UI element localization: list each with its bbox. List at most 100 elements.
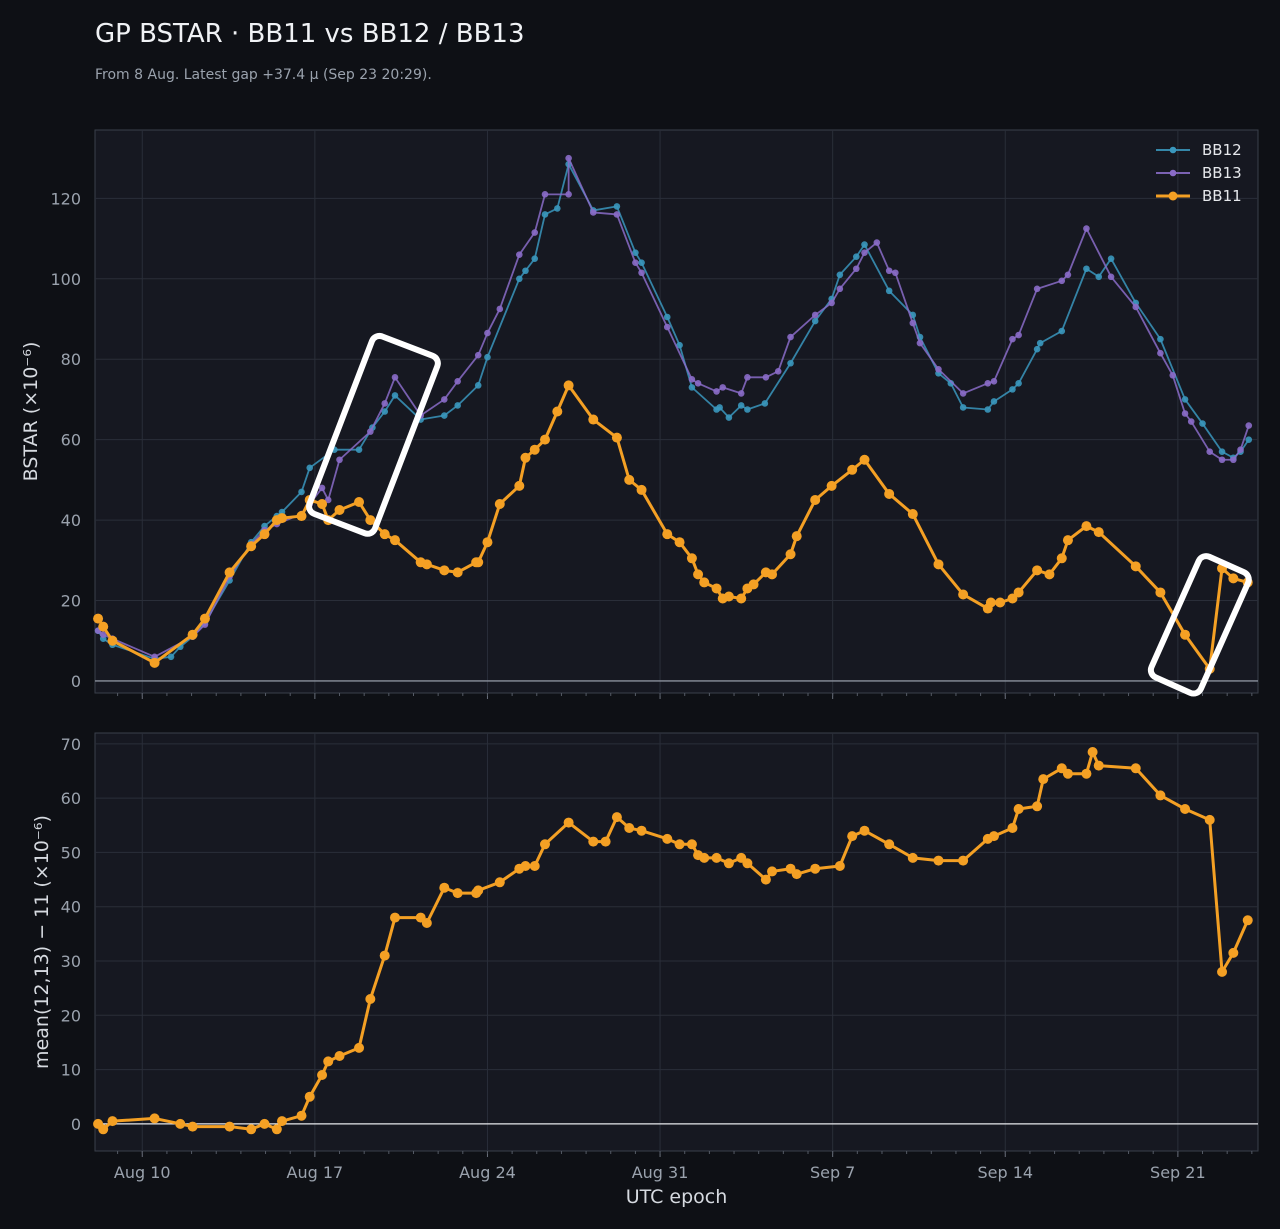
highlight-box (1147, 553, 1252, 697)
gap-series-point (933, 855, 944, 866)
bb11-series-point (93, 613, 104, 624)
gap-series-point (539, 839, 550, 850)
x-tick-label: Sep 7 (810, 1163, 855, 1182)
bb13-series-point (1230, 456, 1237, 464)
gap-series-point (354, 1042, 365, 1053)
bb12-series-point (1033, 345, 1041, 353)
x-tick-label: Aug 31 (632, 1163, 689, 1182)
bb12-series-point (787, 359, 794, 367)
bb13-series-point (762, 374, 770, 381)
bb13-series-point (454, 378, 461, 385)
bb13-series-point (828, 299, 835, 307)
page-title: GP BSTAR · BB11 vs BB12 / BB13 (95, 19, 525, 49)
bb11-series-point (317, 498, 328, 509)
gap-series-point (389, 912, 400, 923)
bb12-series-point (306, 464, 314, 472)
bb11-series-point (1130, 561, 1141, 572)
bb11-series-point (711, 583, 722, 594)
bb13-series-point (1245, 422, 1253, 429)
legend-label: BB13 (1202, 164, 1242, 182)
bb11-series-point (985, 597, 996, 608)
bb12-series-point (381, 408, 389, 415)
gap-series-point (98, 1124, 109, 1135)
bb11-series-point (494, 498, 505, 509)
legend-label: BB12 (1202, 141, 1242, 159)
gap-series-point (810, 863, 821, 874)
y-tick-label: 0 (71, 672, 81, 691)
gap-series-point (1130, 763, 1141, 774)
bb11-series-point (514, 480, 525, 491)
bb11-series-point (662, 529, 673, 540)
bb11-series-point (884, 488, 895, 499)
bb12-series-point (885, 287, 893, 295)
bb13-series-point (1237, 446, 1244, 454)
bb13-series-point (318, 484, 326, 492)
bb12-series-point (632, 249, 639, 256)
bb11-series-point (767, 569, 778, 580)
bb13-series-point (391, 374, 399, 381)
gap-series-point (611, 812, 622, 823)
gap-series-point (711, 852, 722, 863)
gap-series-point (834, 861, 845, 871)
bb13-series-point (638, 269, 645, 277)
bb13-series-point (1107, 273, 1115, 281)
gap-series-point (276, 1116, 287, 1127)
x-tick-label: Sep 14 (977, 1163, 1033, 1182)
bb13-series-point (737, 390, 745, 397)
bb11-series-point (259, 529, 270, 540)
bb13-series-point (811, 311, 819, 319)
gap-series-point (723, 858, 734, 869)
bb13-series-point (873, 239, 881, 246)
bb13-series-point (484, 329, 491, 337)
bb11-series-point (379, 529, 390, 540)
bb11-series-point (354, 496, 365, 507)
bb11-series-point (452, 567, 463, 578)
bb13-series-point (531, 229, 539, 236)
y-tick-label: 20 (61, 1006, 81, 1025)
bb13-series-point (1033, 285, 1041, 293)
bb11-series-point (588, 414, 599, 425)
bb12-series-point (725, 414, 733, 421)
bb11-series-point (187, 629, 198, 640)
highlight-annotations (306, 332, 1252, 697)
gap-series-point (224, 1121, 235, 1132)
bb13-series-point (541, 191, 549, 198)
bb13-series-point (589, 209, 597, 216)
bb12-series-point (761, 400, 769, 407)
bb11-series-point (1032, 565, 1043, 576)
gap-series-point (1180, 804, 1191, 814)
gap-series-point (107, 1116, 118, 1127)
bb11-series-point (539, 434, 550, 445)
bb11-series-point (389, 535, 400, 546)
bb11-series-point (1062, 535, 1073, 546)
bottom-chart-panel: Aug 10 Aug 17 Aug 24 Aug 31 Sep 7 Sep 14 Sep 2… (31, 732, 1259, 1208)
bb12-series-point (167, 653, 175, 661)
bb11-series-point (1180, 629, 1191, 640)
bb12-series-point (1181, 396, 1189, 403)
bb13-series-point (744, 374, 751, 381)
bb11-series-point (334, 505, 345, 516)
bb12-series-point (1157, 335, 1164, 343)
bb13-series-point (1157, 349, 1164, 357)
bb13-series-point (935, 365, 942, 373)
y-tick-label: 80 (61, 350, 81, 369)
bb11-series-point (736, 593, 747, 604)
gap-series-point (686, 839, 697, 850)
bb11-series-point (693, 569, 704, 580)
gap-series-point (296, 1110, 307, 1121)
bb12-series-point (531, 255, 539, 262)
bb12-series-point (516, 275, 523, 283)
gap-series-point (149, 1113, 160, 1124)
bb12-series-point (737, 402, 745, 409)
legend-label: BB11 (1202, 187, 1242, 205)
bb11-series-point (810, 494, 821, 505)
bb13-series-point (688, 376, 696, 383)
bb12-series-point (744, 406, 751, 413)
gap-series-point (1093, 760, 1104, 771)
bb13-series-point (787, 333, 794, 341)
gap-series-point (529, 861, 540, 871)
bb13-series-point (324, 496, 332, 504)
gap-series-point (452, 888, 463, 899)
y-tick-label: 60 (61, 431, 81, 450)
bb12-series-point (541, 211, 549, 218)
